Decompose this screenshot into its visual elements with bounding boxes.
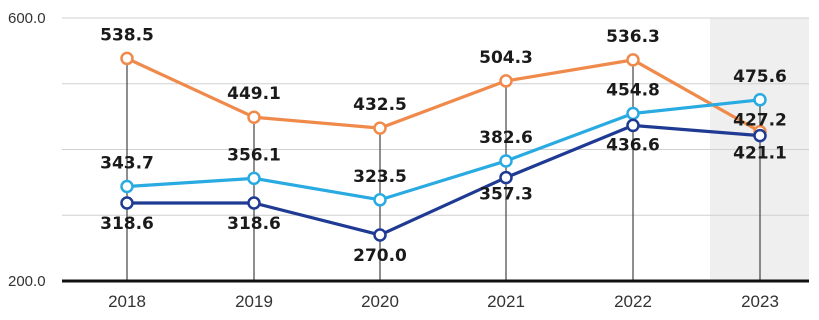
data-label: 343.7 (100, 154, 154, 174)
data-point (373, 121, 387, 135)
data-label: 270.0 (353, 246, 407, 266)
data-label: 382.6 (479, 128, 533, 148)
data-label: 318.6 (227, 214, 281, 234)
data-label: 421.1 (733, 144, 787, 164)
data-label: 356.1 (227, 145, 281, 165)
data-label: 449.1 (227, 84, 281, 104)
data-point (753, 93, 767, 107)
data-point (247, 110, 261, 124)
data-point (626, 106, 640, 121)
data-point (120, 179, 134, 194)
data-point (120, 51, 134, 66)
y-tick-label: 600.0 (8, 10, 46, 27)
data-label: 323.5 (353, 167, 407, 187)
x-tick-label: 2019 (235, 292, 273, 311)
x-tick-label: 2020 (361, 292, 399, 311)
data-point (247, 171, 261, 186)
data-point (247, 196, 261, 210)
data-point (499, 170, 513, 185)
x-tick-label: 2018 (108, 292, 146, 311)
data-point (373, 228, 387, 242)
data-label: 357.3 (479, 185, 533, 205)
data-point (753, 128, 767, 143)
data-label: 454.8 (606, 80, 660, 100)
data-point (626, 118, 640, 133)
data-label: 504.3 (479, 48, 533, 68)
data-point (373, 193, 387, 207)
data-label: 427.2 (733, 111, 787, 131)
data-point (626, 53, 640, 67)
data-point (120, 196, 134, 210)
x-tick-label: 2021 (487, 292, 525, 311)
y-tick-label: 200.0 (8, 273, 46, 290)
series-line (125, 123, 762, 237)
data-point (499, 154, 513, 168)
data-label: 538.5 (100, 25, 154, 45)
series-line (125, 98, 762, 202)
data-label: 436.6 (606, 135, 660, 155)
data-label: 432.5 (353, 95, 407, 115)
series-line (125, 56, 762, 134)
data-label: 475.6 (733, 67, 787, 87)
data-label: 318.6 (100, 214, 154, 234)
data-label: 536.3 (606, 27, 660, 47)
x-tick-label: 2022 (614, 292, 652, 311)
data-point (499, 74, 513, 88)
x-tick-label: 2023 (741, 292, 779, 311)
